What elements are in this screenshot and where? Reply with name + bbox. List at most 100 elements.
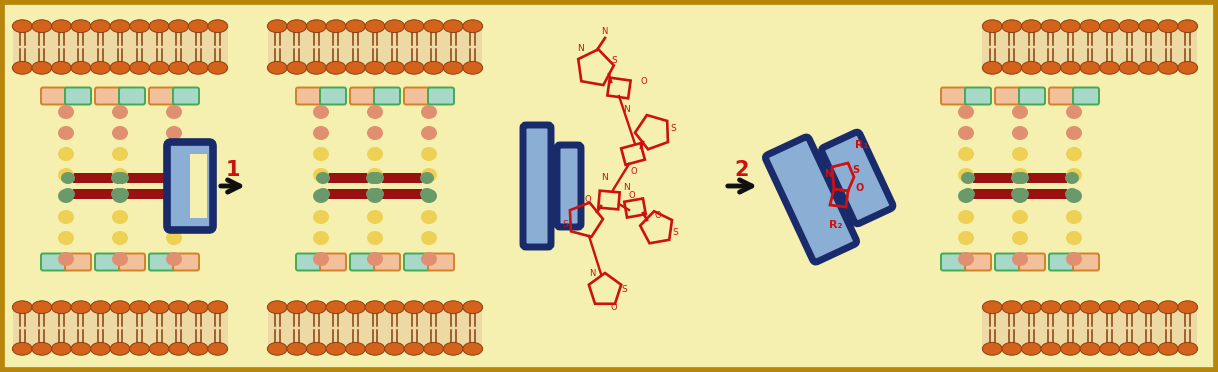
Ellipse shape	[326, 20, 346, 33]
Ellipse shape	[110, 61, 130, 74]
Ellipse shape	[268, 61, 287, 74]
Ellipse shape	[1080, 20, 1100, 33]
Bar	[190, 154, 207, 218]
Ellipse shape	[58, 189, 74, 203]
Ellipse shape	[313, 252, 329, 266]
Ellipse shape	[420, 172, 434, 184]
FancyBboxPatch shape	[765, 137, 856, 262]
Ellipse shape	[307, 301, 326, 314]
Ellipse shape	[1041, 20, 1061, 33]
Ellipse shape	[315, 172, 330, 184]
Ellipse shape	[166, 189, 181, 203]
Ellipse shape	[208, 301, 228, 314]
Ellipse shape	[404, 301, 424, 314]
Ellipse shape	[114, 188, 129, 200]
Bar	[12, 304, 228, 352]
Bar	[268, 304, 482, 352]
Ellipse shape	[71, 301, 91, 314]
Ellipse shape	[1041, 61, 1061, 74]
Bar	[983, 23, 1197, 71]
Ellipse shape	[166, 147, 181, 161]
Ellipse shape	[421, 252, 437, 266]
Ellipse shape	[1080, 61, 1100, 74]
Ellipse shape	[1066, 210, 1082, 224]
Text: N: N	[622, 105, 630, 114]
Ellipse shape	[961, 172, 974, 184]
Ellipse shape	[365, 342, 385, 355]
Ellipse shape	[421, 210, 437, 224]
FancyBboxPatch shape	[1049, 87, 1075, 105]
Ellipse shape	[1065, 188, 1079, 200]
Ellipse shape	[421, 189, 437, 203]
Text: O: O	[628, 191, 636, 200]
Ellipse shape	[1012, 105, 1028, 119]
Ellipse shape	[1022, 20, 1041, 33]
Ellipse shape	[1066, 189, 1082, 203]
Ellipse shape	[166, 231, 181, 245]
Ellipse shape	[463, 342, 482, 355]
Ellipse shape	[313, 189, 329, 203]
Ellipse shape	[58, 231, 74, 245]
Ellipse shape	[112, 210, 128, 224]
Ellipse shape	[959, 126, 974, 140]
Ellipse shape	[12, 61, 32, 74]
Ellipse shape	[1015, 188, 1029, 200]
Ellipse shape	[983, 342, 1002, 355]
FancyBboxPatch shape	[523, 125, 551, 247]
FancyBboxPatch shape	[965, 253, 991, 270]
Ellipse shape	[367, 105, 382, 119]
Ellipse shape	[1022, 61, 1041, 74]
FancyBboxPatch shape	[173, 87, 199, 105]
Text: N: N	[600, 173, 608, 182]
Text: S: S	[621, 285, 627, 295]
Bar	[328, 173, 368, 183]
Ellipse shape	[1061, 61, 1080, 74]
Ellipse shape	[166, 168, 181, 182]
FancyBboxPatch shape	[41, 253, 67, 270]
FancyBboxPatch shape	[404, 87, 430, 105]
FancyBboxPatch shape	[149, 253, 175, 270]
Ellipse shape	[58, 147, 74, 161]
Ellipse shape	[12, 342, 32, 355]
Ellipse shape	[983, 61, 1002, 74]
Ellipse shape	[32, 20, 51, 33]
Bar	[127, 173, 167, 183]
Ellipse shape	[367, 189, 382, 203]
Bar	[328, 189, 368, 199]
Ellipse shape	[287, 301, 307, 314]
Ellipse shape	[111, 188, 125, 200]
Ellipse shape	[61, 188, 76, 200]
Ellipse shape	[1080, 342, 1100, 355]
FancyBboxPatch shape	[350, 87, 376, 105]
Ellipse shape	[166, 252, 181, 266]
Ellipse shape	[385, 20, 404, 33]
Ellipse shape	[367, 147, 382, 161]
Ellipse shape	[114, 172, 129, 184]
Text: N: N	[823, 169, 832, 179]
Ellipse shape	[129, 20, 150, 33]
Ellipse shape	[1002, 342, 1022, 355]
Ellipse shape	[421, 168, 437, 182]
Ellipse shape	[463, 20, 482, 33]
Ellipse shape	[58, 210, 74, 224]
Ellipse shape	[166, 126, 181, 140]
Ellipse shape	[166, 210, 181, 224]
FancyBboxPatch shape	[1019, 253, 1045, 270]
FancyBboxPatch shape	[173, 253, 199, 270]
Ellipse shape	[1066, 168, 1082, 182]
Ellipse shape	[1066, 231, 1082, 245]
Ellipse shape	[1012, 252, 1028, 266]
Ellipse shape	[326, 342, 346, 355]
Ellipse shape	[32, 342, 51, 355]
Ellipse shape	[61, 172, 76, 184]
Ellipse shape	[1066, 126, 1082, 140]
Ellipse shape	[208, 61, 228, 74]
Ellipse shape	[1022, 301, 1041, 314]
Ellipse shape	[51, 342, 72, 355]
FancyBboxPatch shape	[149, 87, 175, 105]
Ellipse shape	[1119, 20, 1139, 33]
Ellipse shape	[1178, 301, 1197, 314]
Text: O: O	[655, 211, 661, 220]
Ellipse shape	[51, 61, 72, 74]
Ellipse shape	[164, 188, 179, 200]
